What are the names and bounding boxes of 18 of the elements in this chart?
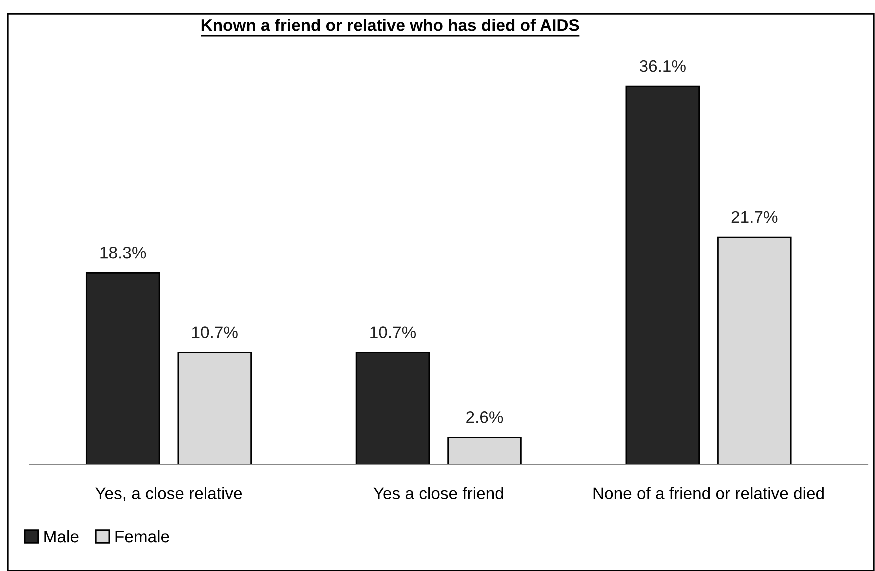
bar — [448, 437, 522, 465]
x-tick-label: Yes, a close relative — [96, 487, 242, 502]
data-label: 10.7% — [192, 326, 238, 338]
bar — [86, 272, 160, 465]
bar — [718, 236, 792, 465]
x-tick-label: Yes a close friend — [374, 487, 504, 500]
data-label: 10.7% — [370, 326, 416, 338]
bar — [178, 352, 252, 465]
chart-title: Known a friend or relative who has died of AIDS — [202, 19, 580, 32]
data-label: 18.3% — [100, 246, 146, 259]
data-label: 21.7% — [732, 211, 778, 224]
bar — [356, 352, 430, 465]
data-label: 36.1% — [640, 60, 686, 72]
data-label: 2.6% — [466, 412, 504, 424]
legend-label: Female — [116, 530, 170, 543]
bar — [626, 86, 700, 465]
legend-label: Male — [44, 530, 79, 543]
x-tick-label: None of a friend or relative died — [594, 487, 824, 500]
